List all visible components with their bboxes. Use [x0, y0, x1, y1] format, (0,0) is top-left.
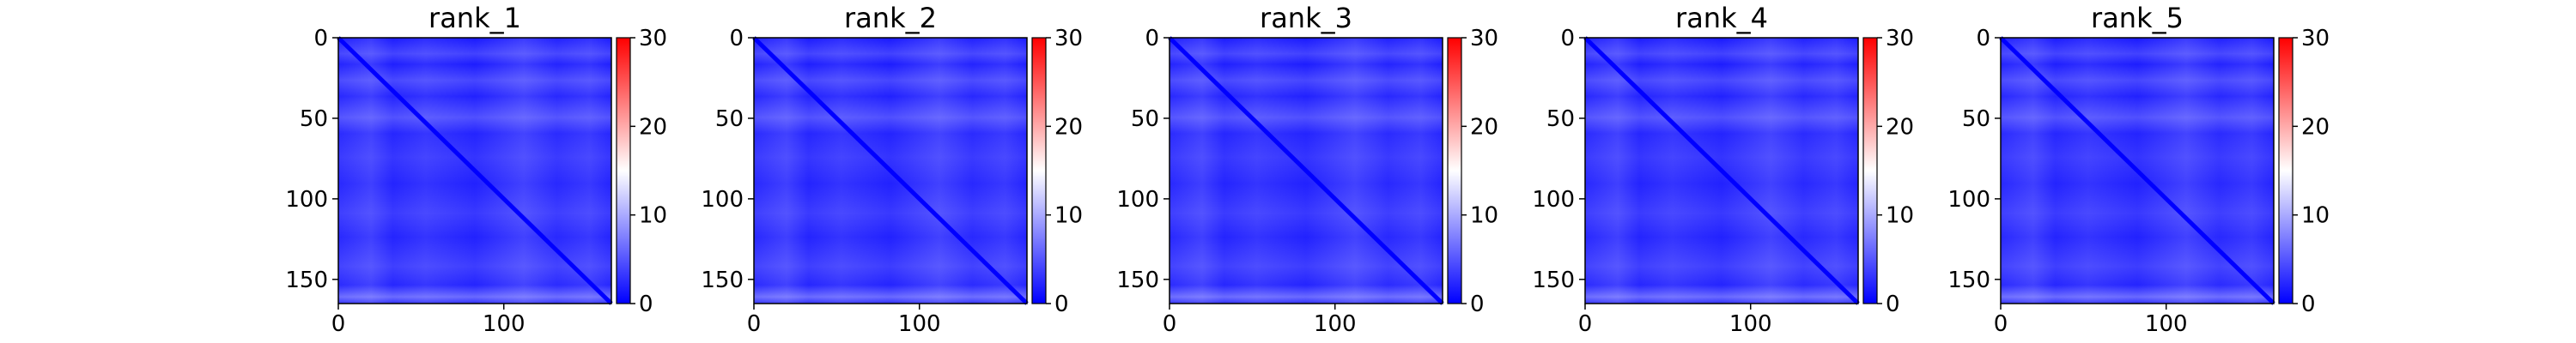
- colorbar-tick-label: 0: [639, 292, 653, 317]
- y-tick-label: 50: [1546, 106, 1575, 132]
- y-tick-label: 100: [1116, 187, 1159, 213]
- x-tick-label: 0: [1163, 311, 1177, 337]
- colorbar-tick-label: 30: [639, 26, 667, 51]
- y-tick-label: 0: [1976, 26, 1990, 51]
- x-tick-label: 100: [2145, 311, 2188, 337]
- y-tick-label: 0: [313, 26, 328, 51]
- colorbar: [1031, 37, 1047, 304]
- colorbar-tick-label: 30: [1054, 26, 1083, 51]
- y-tick-label: 50: [715, 106, 744, 132]
- colorbar: [2278, 37, 2293, 304]
- y-tick-label: 0: [729, 26, 744, 51]
- panel-title: rank_1: [428, 2, 521, 34]
- colorbar-tick-label: 10: [639, 203, 667, 229]
- y-tick-label: 100: [285, 187, 328, 213]
- colorbar-tick-label: 20: [2301, 114, 2330, 140]
- colorbar-tick-label: 20: [639, 114, 667, 140]
- x-tick-label: 0: [747, 311, 762, 337]
- panel-title: rank_5: [2091, 2, 2184, 34]
- y-tick-label: 150: [1532, 268, 1575, 293]
- x-tick-label: 100: [1729, 311, 1772, 337]
- panel-title: rank_4: [1675, 2, 1768, 34]
- axes-frame: [1584, 37, 1859, 304]
- y-tick-label: 50: [1131, 106, 1159, 132]
- colorbar-tick-label: 0: [1470, 292, 1485, 317]
- colorbar: [616, 37, 631, 304]
- colorbar-tick-label: 20: [1470, 114, 1498, 140]
- y-tick-label: 0: [1145, 26, 1159, 51]
- y-tick-label: 100: [701, 187, 744, 213]
- y-tick-label: 150: [1116, 268, 1159, 293]
- colorbar-tick-label: 10: [1886, 203, 1914, 229]
- y-tick-label: 100: [1947, 187, 1990, 213]
- panel-title: rank_3: [1260, 2, 1352, 34]
- x-tick-label: 0: [1994, 311, 2008, 337]
- colorbar-tick-label: 0: [1886, 292, 1900, 317]
- y-tick-label: 150: [285, 268, 328, 293]
- colorbar: [1862, 37, 1878, 304]
- x-tick-label: 100: [483, 311, 526, 337]
- x-tick-label: 0: [331, 311, 346, 337]
- heatmap-diagonal: [337, 36, 613, 305]
- y-tick-label: 100: [1532, 187, 1575, 213]
- x-tick-label: 100: [898, 311, 941, 337]
- heatmap-diagonal: [1999, 36, 2275, 305]
- heatmap-diagonal: [1583, 36, 1860, 305]
- colorbar: [1447, 37, 1462, 304]
- y-tick-label: 50: [1962, 106, 1990, 132]
- y-tick-label: 150: [1947, 268, 1990, 293]
- colorbar-tick-label: 30: [2301, 26, 2330, 51]
- y-tick-label: 0: [1560, 26, 1575, 51]
- colorbar-tick-label: 30: [1886, 26, 1914, 51]
- axes-frame: [1169, 37, 1443, 304]
- colorbar-tick-label: 20: [1054, 114, 1083, 140]
- colorbar-tick-label: 0: [1054, 292, 1069, 317]
- colorbar-tick-label: 10: [1054, 203, 1083, 229]
- axes-frame: [337, 37, 612, 304]
- y-tick-label: 150: [701, 268, 744, 293]
- colorbar-tick-label: 20: [1886, 114, 1914, 140]
- heatmap-diagonal: [1168, 36, 1444, 305]
- axes-frame: [753, 37, 1028, 304]
- x-tick-label: 0: [1578, 311, 1593, 337]
- x-tick-label: 100: [1314, 311, 1357, 337]
- panel-title: rank_2: [844, 2, 937, 34]
- y-tick-label: 50: [300, 106, 328, 132]
- colorbar-tick-label: 0: [2301, 292, 2316, 317]
- colorbar-tick-label: 10: [1470, 203, 1498, 229]
- colorbar-tick-label: 10: [2301, 203, 2330, 229]
- heatmap-diagonal: [752, 36, 1029, 305]
- colorbar-tick-label: 30: [1470, 26, 1498, 51]
- axes-frame: [2000, 37, 2275, 304]
